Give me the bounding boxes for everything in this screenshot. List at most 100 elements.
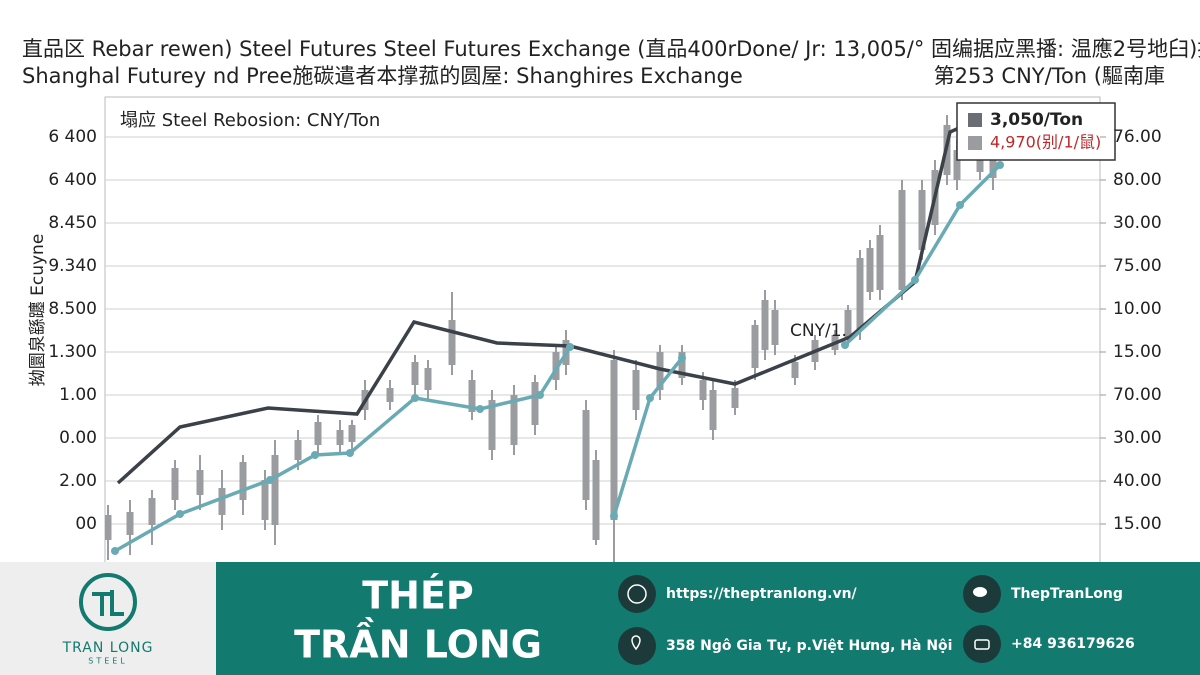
- candle-body: [918, 190, 926, 250]
- y2-tick-label: 30.00: [1113, 428, 1162, 448]
- address: 358 Ngô Gia Tự, p.Việt Hưng, Hà Nội: [666, 638, 952, 654]
- y2-tick-label: 80.00: [1113, 170, 1162, 190]
- icon-web-glyph: [627, 584, 647, 604]
- candle-body: [348, 425, 356, 442]
- logo-sub: STEEL: [88, 657, 128, 666]
- annotation: CNY/1.: [790, 321, 847, 341]
- candle-body: [239, 462, 247, 500]
- candle-body: [531, 382, 539, 425]
- legend-swatch: [968, 136, 982, 150]
- series-point: [996, 161, 1004, 169]
- y2-tick-label: 40.00: [1113, 471, 1162, 491]
- plot-frame: [104, 96, 1101, 568]
- phone[interactable]: +84 936179626: [1011, 636, 1135, 652]
- legend-label: 4,970(别/1/鼠): [990, 133, 1101, 152]
- series-point: [266, 476, 274, 484]
- candle-body: [196, 470, 204, 495]
- candle-body: [751, 325, 759, 368]
- candle-body: [898, 190, 906, 290]
- y2-tick-label: 15.00: [1113, 342, 1162, 362]
- footer: TRAN LONG STEEL THÉP TRẦN LONG https://t…: [0, 562, 1200, 675]
- y-tick-label: 2.00: [59, 471, 97, 491]
- legend-swatch: [968, 113, 982, 127]
- candle-body: [488, 400, 496, 450]
- y-tick-label: 9.340: [48, 256, 97, 276]
- candle-body: [582, 410, 590, 500]
- candle-body: [314, 422, 322, 445]
- y2-tick-label: 15.00: [1113, 514, 1162, 534]
- series-point: [536, 391, 544, 399]
- candle-body: [844, 310, 852, 340]
- icon-social-glyph: [973, 587, 987, 597]
- candle-body: [791, 362, 799, 378]
- legend: 3,050/Ton 4,970(别/1/鼠): [956, 102, 1116, 161]
- y2-tick-label: 10.00: [1113, 299, 1162, 319]
- candle-body: [953, 150, 961, 180]
- series-line: [612, 356, 684, 517]
- legend-label: 3,050/Ton: [990, 110, 1083, 130]
- candle-body: [976, 155, 984, 172]
- y-tick-label: 8.450: [48, 213, 97, 233]
- icon-address-glyph: [631, 635, 641, 651]
- candle-body: [876, 235, 884, 290]
- candle-body: [218, 488, 226, 515]
- series-point: [346, 449, 354, 457]
- series-point: [911, 276, 919, 284]
- candle-body: [294, 440, 302, 460]
- legend-box: [956, 102, 1116, 161]
- candle-body: [678, 352, 686, 378]
- candle-body: [386, 388, 394, 402]
- footer-logo-panel: [0, 562, 216, 675]
- series-point: [311, 451, 319, 459]
- candle-body: [510, 395, 518, 445]
- icon-phone-glyph: [974, 639, 990, 650]
- chart-title: 直品区 Rebar rewen) Steel Futures Steel Fut…: [22, 37, 1200, 61]
- series-point: [111, 547, 119, 555]
- series-point: [610, 512, 618, 520]
- chart-subtitle-right: 第253 CNY/Ton (驅南庫: [934, 64, 1165, 88]
- series-point: [841, 341, 849, 349]
- y2-tick-label: 75.00: [1113, 256, 1162, 276]
- candle-body: [411, 362, 419, 385]
- inner-title: 塌应 Steel Rebosion: CNY/Ton: [120, 110, 380, 131]
- candle-body: [856, 258, 864, 330]
- y2-tick-label: 30.00: [1113, 213, 1162, 233]
- y2-tick-label: 76.00: [1113, 127, 1162, 147]
- brand-line: THÉP: [362, 574, 474, 618]
- series-point: [678, 354, 686, 362]
- y-tick-label: 1.300: [48, 342, 97, 362]
- social[interactable]: ThepTranLong: [1011, 586, 1123, 602]
- logo-ring: [79, 573, 137, 631]
- candle-body: [699, 380, 707, 400]
- brand-line: TRẦN LONG: [294, 618, 542, 667]
- candle-body: [632, 370, 640, 410]
- series-point: [411, 394, 419, 402]
- candle-body: [771, 310, 779, 345]
- y-axis-label: 拗圜泉繇躔 Ecuyne: [27, 234, 48, 387]
- website[interactable]: https://theptranlong.vn/: [666, 586, 858, 602]
- candle-body: [761, 300, 769, 350]
- candle-body: [866, 248, 874, 292]
- y-tick-label: 8.500: [48, 299, 97, 319]
- candle-body: [709, 390, 717, 430]
- series-line: [116, 108, 1001, 485]
- candle-body: [271, 455, 279, 525]
- candle-body: [171, 468, 179, 500]
- y-tick-label: 6 400: [48, 170, 97, 190]
- y-tick-label: 0.00: [59, 428, 97, 448]
- plot: [105, 108, 1100, 562]
- candle-body: [552, 352, 560, 380]
- candle-body: [336, 430, 344, 445]
- icon-address: [618, 627, 656, 665]
- series-point: [646, 394, 654, 402]
- series-point: [956, 201, 964, 209]
- series-line: [114, 346, 572, 553]
- candle-body: [105, 515, 112, 540]
- chart-subtitle: Shanghal Futurey nd Pree施碳遣者本撑菰的圆屋: Shan…: [22, 64, 743, 88]
- candle-body: [261, 480, 269, 520]
- y-tick-label: 00: [75, 514, 97, 534]
- y-tick-label: 1.00: [59, 385, 97, 405]
- icon-phone: [963, 625, 1001, 663]
- candle-body: [126, 512, 134, 535]
